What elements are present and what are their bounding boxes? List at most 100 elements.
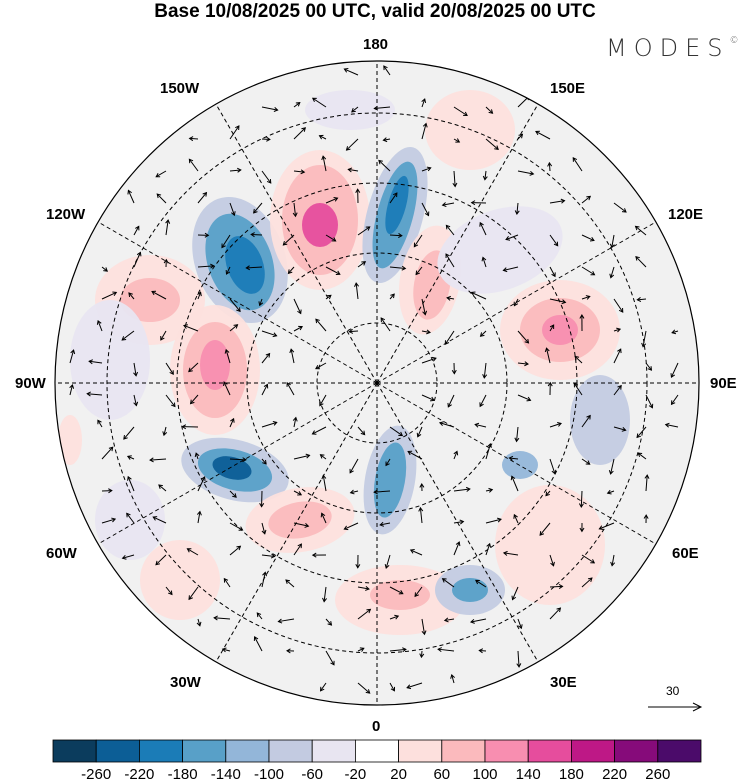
- map-title: Base 10/08/2025 00 UTC, valid 20/08/2025…: [154, 1, 596, 22]
- wind-arrow-icon: [293, 325, 304, 332]
- wind-arrow-icon: [574, 355, 583, 364]
- wind-arrow-icon: [287, 266, 295, 275]
- wind-arrow-icon: [221, 647, 231, 653]
- wind-arrow-icon: [470, 291, 487, 300]
- wind-arrow-icon: [613, 327, 622, 333]
- wind-arrow-icon: [517, 618, 523, 630]
- wind-arrow-icon: [453, 106, 468, 117]
- wind-arrow-icon: [229, 545, 242, 556]
- wind-arrow-icon: [162, 426, 168, 437]
- wind-arrow-icon: [637, 452, 647, 460]
- wind-arrow-icon: [511, 586, 519, 601]
- anomaly-region: [495, 485, 605, 605]
- wind-arrow-icon: [441, 578, 455, 588]
- wind-arrow-icon: [325, 650, 335, 666]
- wind-arrow-icon: [502, 266, 519, 273]
- colorbar-swatch: [95, 739, 140, 763]
- wind-arrow-icon: [474, 422, 487, 428]
- wind-arrow-icon: [549, 324, 555, 332]
- colorbar-swatch: [614, 739, 659, 763]
- anomaly-region: [268, 501, 332, 539]
- wind-arrow-icon: [545, 490, 551, 497]
- colorbar-tick-label: -260: [81, 766, 112, 783]
- colorbar-tick-label: 180: [558, 766, 584, 783]
- wind-arrow-icon: [311, 426, 327, 435]
- wind-arrow-icon: [414, 586, 423, 598]
- wind-arrow-icon: [453, 138, 461, 143]
- wind-arrow-icon: [321, 474, 327, 492]
- anomaly-region: [95, 480, 165, 560]
- wind-arrow-icon: [355, 188, 361, 204]
- wind-arrow-icon: [133, 225, 140, 236]
- wind-arrow-icon: [318, 134, 327, 140]
- wind-arrow-icon: [261, 458, 267, 465]
- wind-arrow-icon: [641, 330, 647, 348]
- wind-arrow-icon: [610, 554, 616, 567]
- wind-arrow-icon: [598, 522, 615, 531]
- wind-arrow-icon: [286, 648, 295, 654]
- wind-arrow-icon: [485, 487, 494, 493]
- wind-arrow-icon: [608, 458, 615, 475]
- wind-arrow-icon: [126, 455, 135, 460]
- wind-arrow-icon: [609, 266, 615, 279]
- wind-arrow-icon: [196, 618, 202, 627]
- lon-label-150w: 150W: [160, 80, 200, 97]
- wind-arrow-icon: [133, 251, 142, 268]
- wind-arrow-icon: [389, 265, 407, 271]
- wind-arrow-icon: [441, 202, 455, 208]
- wind-arrow-icon: [479, 221, 487, 236]
- wind-arrow-icon: [282, 234, 295, 246]
- meridian-line: [376, 382, 664, 549]
- anomaly-region: [437, 206, 563, 294]
- wind-arrow-icon: [188, 362, 199, 373]
- colorbar-tick-label: -140: [210, 766, 241, 783]
- lon-label-90w: 90W: [15, 375, 46, 392]
- polar-map: [54, 60, 703, 712]
- wind-arrow-icon: [189, 394, 199, 405]
- colorbar-swatch: [527, 739, 572, 763]
- wind-arrow-icon: [349, 458, 359, 474]
- wind-arrow-icon: [343, 68, 359, 76]
- wind-arrow-icon: [421, 356, 437, 364]
- wind-arrow-icon: [581, 295, 591, 300]
- wind-arrow-icon: [437, 647, 455, 653]
- wind-arrow-icon: [373, 105, 391, 111]
- wind-arrow-icon: [517, 330, 530, 344]
- wind-arrow-icon: [485, 443, 492, 460]
- colorbar-swatch: [441, 739, 486, 763]
- wind-arrow-icon: [183, 324, 199, 332]
- wind-arrow-icon: [345, 138, 359, 151]
- wind-arrow-icon: [97, 419, 103, 428]
- colorbar-tick-label: -100: [253, 766, 285, 783]
- wind-arrow-icon: [277, 618, 295, 624]
- wind-arrow-icon: [149, 457, 167, 463]
- wind-arrow-icon: [261, 553, 276, 559]
- wind-arrow-icon: [416, 426, 423, 438]
- wind-arrow-icon: [475, 579, 487, 588]
- wind-arrow-icon: [517, 394, 532, 402]
- colorbar-tick-label: -180: [167, 766, 198, 783]
- wind-arrow-icon: [384, 554, 391, 569]
- colorbar-tick-label: 60: [433, 766, 451, 783]
- wind-arrow-icon: [197, 476, 206, 492]
- wind-arrow-icon: [126, 512, 135, 524]
- wind-arrow-icon: [160, 330, 167, 341]
- wind-arrow-icon: [482, 170, 488, 181]
- wind-arrow-icon: [121, 554, 135, 560]
- wind-arrow-icon: [196, 510, 202, 524]
- wind-arrow-icon: [293, 127, 306, 140]
- wind-arrow-icon: [223, 577, 231, 588]
- wind-arrow-icon: [636, 426, 647, 439]
- wind-arrow-icon: [197, 263, 215, 269]
- anomaly-region: [140, 540, 220, 620]
- wind-arrow-icon: [613, 384, 622, 396]
- wind-arrow-icon: [349, 489, 359, 495]
- wind-arrow-icon: [315, 362, 327, 370]
- wind-arrow-icon: [325, 234, 337, 242]
- wind-arrow-icon: [156, 193, 167, 204]
- wind-arrow-icon: [325, 294, 332, 300]
- wind-arrow-icon: [197, 191, 208, 204]
- wind-arrow-icon: [606, 489, 615, 495]
- wind-arrow-icon: [123, 426, 135, 440]
- anomaly-region: [120, 278, 180, 322]
